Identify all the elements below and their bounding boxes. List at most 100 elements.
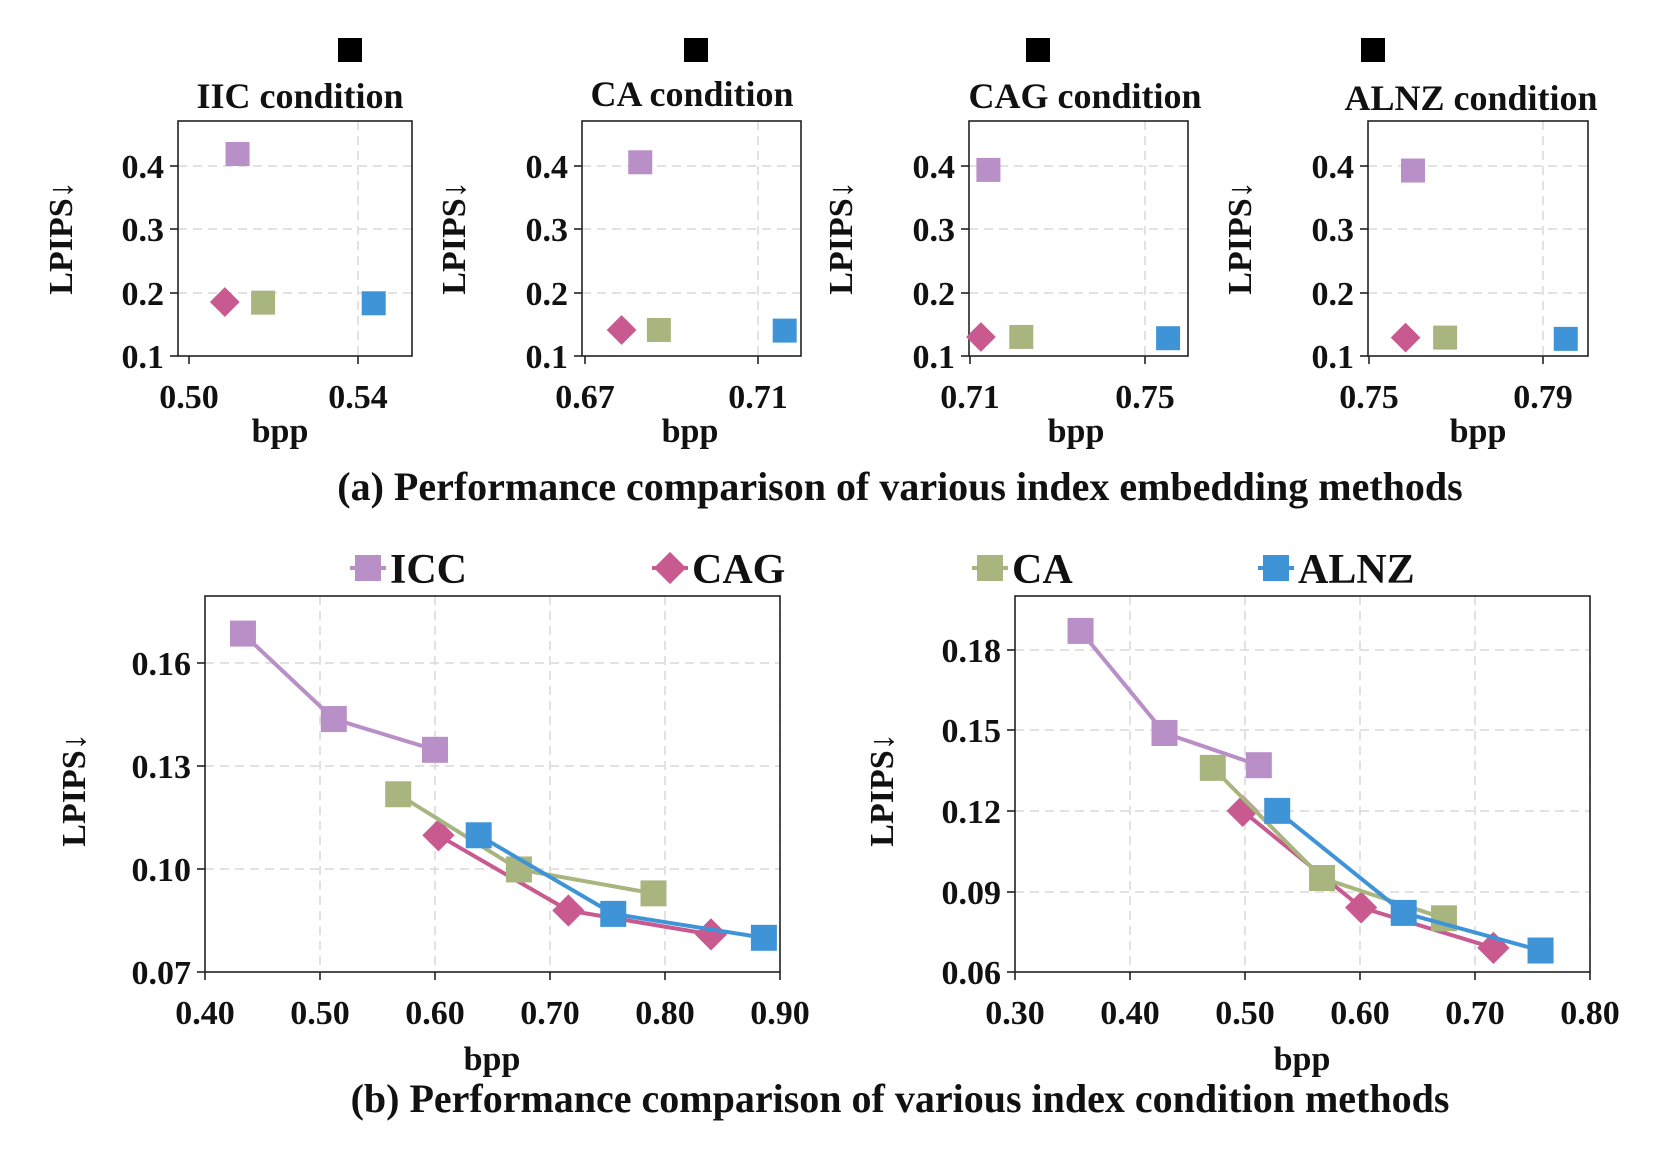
legend-top-row: [338, 38, 1385, 62]
y-tick-label: 0.2: [526, 276, 569, 313]
y-tick-label: 0.18: [942, 633, 1002, 670]
data-point-grf: [966, 322, 996, 352]
data-point-icc: [1151, 719, 1178, 746]
plot-condition-right: 0.06 0.09 0.12 0.15 0.18 0.30 0.40 0.50 0.60 0.70…: [864, 595, 1620, 1078]
y-tick-label: 0.4: [913, 149, 956, 186]
y-tick-label: 0.3: [1312, 212, 1355, 249]
legend-item-icc: ICC: [350, 547, 467, 593]
plot-frame: [177, 120, 413, 357]
legend-marker-alnz: [1263, 555, 1289, 581]
panel-title: IIC condition: [196, 76, 403, 116]
legend-bottom-right: CA ALNZ: [972, 547, 1415, 593]
x-axis-label: bpp: [1450, 413, 1507, 450]
series-grf: [1390, 322, 1421, 353]
legend-marker-undefined: [338, 38, 362, 62]
legend-marker-cag: [653, 551, 687, 585]
x-tick-label: 0.67: [555, 379, 615, 416]
series-let: [361, 291, 386, 316]
data-point-edf: [1009, 324, 1034, 349]
data-point-icc: [1067, 617, 1094, 644]
y-axis-label: LPIPS↓: [43, 181, 80, 294]
x-tick-label: 0.50: [159, 379, 219, 416]
data-point-cag: [1226, 794, 1259, 827]
y-axis-label: LPIPS↓: [864, 733, 901, 846]
plot-iic-condition: 0.1 0.2 0.3 0.4 0.50 0.54 bpp LPIPS↓ IIC conditi…: [43, 76, 413, 450]
legend-marker-undefined: [1026, 38, 1050, 62]
series-let: [772, 318, 797, 343]
data-point-let: [1553, 326, 1578, 351]
data-point-edf: [646, 317, 671, 342]
x-tick-label: 0.80: [1560, 995, 1620, 1032]
x-tick-label: 0.80: [635, 995, 695, 1032]
y-tick-label: 0.1: [122, 339, 165, 376]
series-grf: [966, 322, 996, 352]
data-point-mlp: [976, 157, 1001, 182]
x-axis-label: bpp: [252, 413, 309, 450]
legend-label-ca: CA: [1012, 547, 1073, 593]
x-axis-label: bpp: [1048, 413, 1105, 450]
plot-frame: [1014, 595, 1591, 973]
legend-item-cag: CAG: [652, 547, 785, 593]
y-tick-label: 0.3: [526, 212, 569, 249]
y-tick-label: 0.4: [526, 149, 569, 186]
data-point-mlp: [628, 150, 653, 175]
x-tick-label: 0.71: [728, 379, 788, 416]
caption-b: (b) Performance comparison of various in…: [351, 1076, 1450, 1121]
data-point-icc: [320, 706, 347, 733]
x-tick-label: 0.30: [985, 995, 1045, 1032]
x-tick-label: 0.60: [405, 995, 465, 1032]
legend-marker-icc: [355, 555, 381, 581]
data-point-mlp: [225, 142, 250, 167]
plot-cag-condition: 0.1 0.2 0.3 0.4 0.71 0.75 bpp LPIPS↓ CAG conditi…: [823, 76, 1202, 450]
y-tick-label: 0.1: [1312, 339, 1355, 376]
legend-marker-undefined: [684, 38, 708, 62]
x-tick-label: 0.60: [1330, 995, 1390, 1032]
data-point-cag: [1345, 891, 1378, 924]
data-point-alnz: [1390, 899, 1417, 926]
panel-title: CAG condition: [968, 76, 1201, 116]
data-point-edf: [251, 290, 276, 315]
legend-label-icc: ICC: [390, 547, 467, 593]
data-point-alnz: [750, 924, 777, 951]
y-tick-label: 0.07: [132, 955, 192, 992]
data-point-icc: [1245, 752, 1272, 779]
y-axis-label: LPIPS↓: [436, 181, 473, 294]
legend-item-undefined: [684, 38, 708, 62]
data-point-mlp: [1400, 158, 1425, 183]
y-tick-label: 0.2: [122, 276, 165, 313]
y-tick-label: 0.13: [132, 749, 192, 786]
y-tick-label: 0.2: [1312, 276, 1355, 313]
y-tick-label: 0.16: [132, 646, 192, 683]
x-axis-label: bpp: [662, 413, 719, 450]
data-point-grf: [1390, 322, 1421, 353]
series-icc: [1067, 617, 1272, 779]
data-point-let: [1156, 326, 1181, 351]
x-tick-label: 0.70: [1445, 995, 1505, 1032]
data-point-alnz: [465, 822, 492, 849]
y-tick-label: 0.4: [1312, 149, 1355, 186]
y-tick-label: 0.10: [132, 852, 192, 889]
series-grf: [606, 315, 637, 345]
plot-frame: [968, 120, 1189, 357]
series-edf: [251, 290, 276, 315]
x-tick-label: 0.50: [290, 995, 350, 1032]
series-edf: [1009, 324, 1034, 349]
series-let: [1156, 326, 1181, 351]
x-tick-label: 0.75: [1115, 379, 1175, 416]
y-axis-label: LPIPS↓: [823, 181, 860, 294]
y-tick-label: 0.3: [122, 212, 165, 249]
data-point-ca: [1309, 865, 1336, 891]
data-point-ca: [385, 781, 412, 808]
data-point-icc: [229, 620, 256, 647]
series-mlp: [1400, 158, 1425, 183]
data-point-alnz: [1264, 797, 1291, 824]
x-tick-label: 0.40: [1100, 995, 1160, 1032]
data-point-cag: [552, 894, 585, 927]
data-point-alnz: [600, 900, 627, 927]
panel-title: CA condition: [590, 74, 793, 114]
legend-label-cag: CAG: [692, 547, 785, 593]
x-tick-label: 0.50: [1215, 995, 1275, 1032]
y-tick-label: 0.06: [942, 955, 1002, 992]
x-axis-label: bpp: [1274, 1041, 1331, 1078]
